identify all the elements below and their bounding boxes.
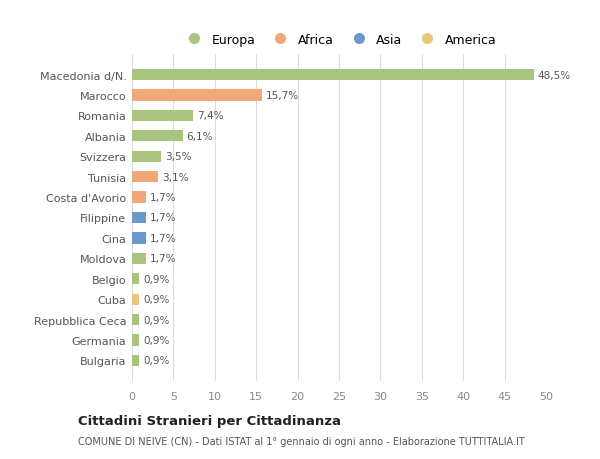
Bar <box>132 233 146 244</box>
Text: 6,1%: 6,1% <box>187 132 213 141</box>
Text: 1,7%: 1,7% <box>150 213 177 223</box>
Bar <box>132 90 262 101</box>
Bar <box>132 294 139 305</box>
Text: 1,7%: 1,7% <box>150 254 177 264</box>
Text: 7,4%: 7,4% <box>197 111 224 121</box>
Text: COMUNE DI NEIVE (CN) - Dati ISTAT al 1° gennaio di ogni anno - Elaborazione TUTT: COMUNE DI NEIVE (CN) - Dati ISTAT al 1° … <box>78 437 525 446</box>
Text: 48,5%: 48,5% <box>538 71 571 80</box>
Bar <box>132 335 139 346</box>
Bar <box>132 314 139 325</box>
Bar <box>132 131 182 142</box>
Text: 0,9%: 0,9% <box>143 356 170 365</box>
Legend: Europa, Africa, Asia, America: Europa, Africa, Asia, America <box>176 29 502 52</box>
Bar <box>132 172 158 183</box>
Text: 0,9%: 0,9% <box>143 295 170 304</box>
Text: 3,5%: 3,5% <box>165 152 191 162</box>
Bar <box>132 70 533 81</box>
Text: 0,9%: 0,9% <box>143 274 170 284</box>
Text: 1,7%: 1,7% <box>150 233 177 243</box>
Text: 1,7%: 1,7% <box>150 193 177 203</box>
Bar <box>132 111 193 122</box>
Bar <box>132 151 161 162</box>
Text: 0,9%: 0,9% <box>143 335 170 345</box>
Text: 0,9%: 0,9% <box>143 315 170 325</box>
Bar <box>132 192 146 203</box>
Text: Cittadini Stranieri per Cittadinanza: Cittadini Stranieri per Cittadinanza <box>78 414 341 428</box>
Text: 3,1%: 3,1% <box>162 172 188 182</box>
Bar <box>132 274 139 285</box>
Bar <box>132 355 139 366</box>
Bar <box>132 253 146 264</box>
Text: 15,7%: 15,7% <box>266 91 299 101</box>
Bar <box>132 213 146 224</box>
